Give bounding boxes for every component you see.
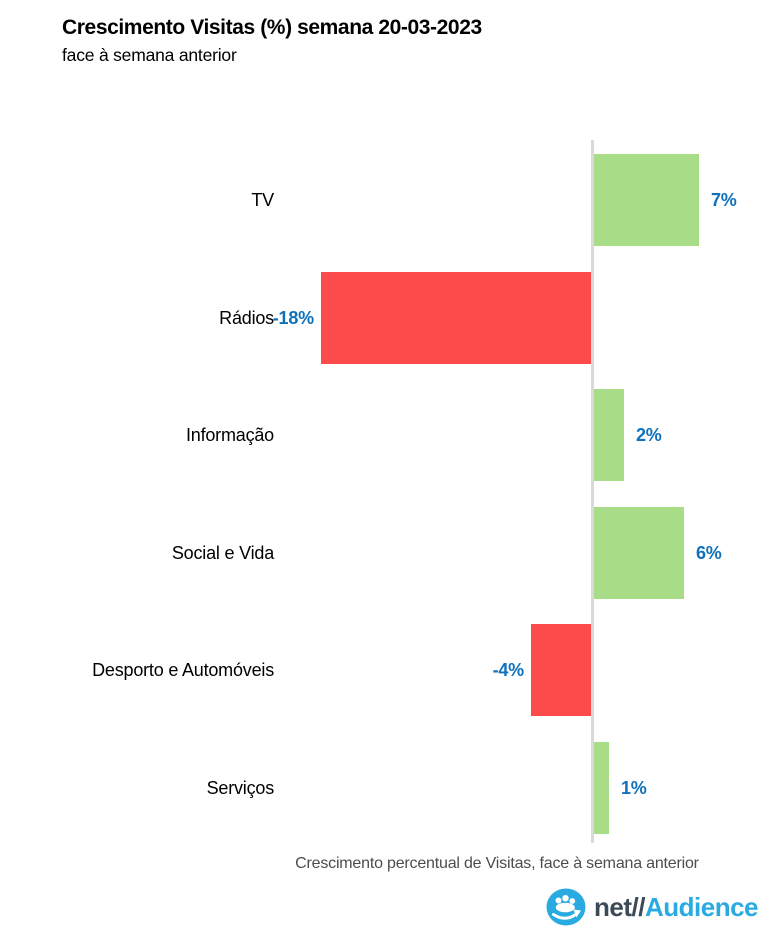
value-label: 2% xyxy=(636,425,662,445)
category-label: TV xyxy=(251,190,274,210)
category-label: Rádios xyxy=(219,307,274,328)
value-label: 6% xyxy=(696,542,722,563)
zero-axis-line xyxy=(591,140,594,843)
bar-3 xyxy=(594,389,624,481)
logo-suffix: Audience xyxy=(644,891,759,922)
bar-2 xyxy=(321,271,591,364)
netaudience-logo: net//Audience xyxy=(546,886,759,928)
netaudience-logo-text: net//Audience xyxy=(594,892,758,923)
bar-6 xyxy=(594,741,609,834)
logo-prefix: net// xyxy=(594,891,645,922)
bar-1 xyxy=(594,154,699,246)
value-label: 7% xyxy=(711,190,737,210)
value-label: -4% xyxy=(492,660,525,680)
netaudience-people-arrow-icon xyxy=(546,888,586,926)
value-label: -18% xyxy=(272,307,314,328)
bar-4 xyxy=(594,506,684,599)
category-label: Social e Vida xyxy=(171,542,274,563)
category-label: Informação xyxy=(185,425,274,445)
category-label: Desporto e Automóveis xyxy=(92,660,274,680)
chart-title: Crescimento Visitas (%) semana 20-03-202… xyxy=(62,16,482,39)
x-axis-label: Crescimento percentual de Visitas, face … xyxy=(295,855,699,872)
chart-subtitle: face à semana anterior xyxy=(62,45,237,65)
value-label: 1% xyxy=(621,777,647,798)
bar-5 xyxy=(531,624,591,716)
category-label: Serviços xyxy=(206,777,275,798)
